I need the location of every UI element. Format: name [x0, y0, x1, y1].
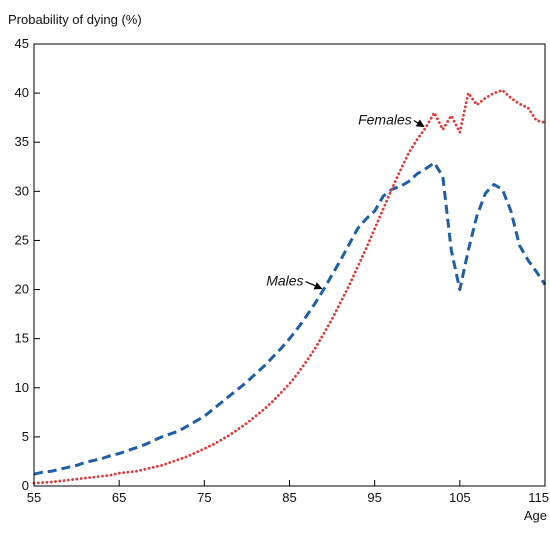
y-tick-label: 15 [15, 331, 29, 346]
x-tick-label: 85 [282, 490, 296, 505]
y-tick-label: 5 [22, 429, 29, 444]
x-axis-ticks: 55 65 75 85 95 105 115 [27, 480, 549, 505]
y-tick-label: 10 [15, 380, 29, 395]
y-tick-label: 45 [15, 36, 29, 51]
y-tick-label: 35 [15, 134, 29, 149]
annotation-layer: Males Females [266, 111, 425, 290]
y-tick-label: 40 [15, 85, 29, 100]
annotation-arrow [413, 119, 425, 128]
x-tick-label: 105 [449, 490, 471, 505]
x-tick-label: 65 [112, 490, 126, 505]
x-tick-label: 115 [528, 490, 549, 505]
annotation-label-males: Males [266, 273, 303, 289]
x-tick-label: 95 [367, 490, 381, 505]
plot-frame [33, 43, 546, 487]
series-layer [32, 88, 547, 485]
x-axis-label: Age [524, 508, 547, 523]
y-tick-label: 0 [22, 478, 29, 493]
series-line-males [33, 161, 547, 476]
y-axis-ticks: 0 5 10 15 20 25 30 35 40 45 [15, 36, 40, 493]
series-line-females [32, 88, 547, 485]
y-tick-label: 20 [15, 282, 29, 297]
annotation-label-females: Females [358, 111, 412, 127]
x-tick-label: 55 [27, 490, 41, 505]
x-tick-label: 75 [197, 490, 211, 505]
y-axis-label: Probability of dying (%) [8, 12, 142, 27]
y-tick-label: 25 [15, 232, 29, 247]
y-tick-label: 30 [15, 183, 29, 198]
annotation-arrow [305, 281, 323, 290]
